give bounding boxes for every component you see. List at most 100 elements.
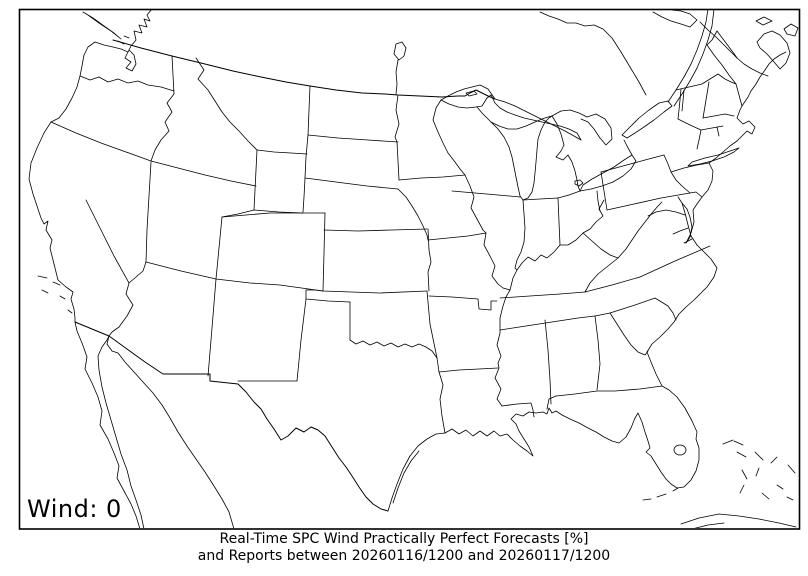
tn-35n-border <box>499 315 596 331</box>
baja-west-coast <box>74 321 141 528</box>
ny-vt-border <box>677 118 702 131</box>
chesapeake-bay-west <box>677 196 698 246</box>
channel-islands <box>37 275 73 314</box>
rappahannock-inlet <box>672 227 689 235</box>
niagara-river <box>623 139 633 156</box>
maine-nb-border <box>716 30 738 59</box>
oh-mi-border <box>557 190 581 199</box>
lake-huron-north-shore <box>551 109 588 118</box>
meridian-104w <box>302 85 311 213</box>
az-nm-border <box>207 278 217 377</box>
maine-quebec-border <box>706 30 737 85</box>
ar-tx-border <box>436 357 440 373</box>
ne-ks-border <box>323 228 428 232</box>
new-england-coast <box>708 51 787 164</box>
nv-az-border <box>128 261 147 284</box>
ok-panhandle <box>305 289 351 303</box>
lake-superior-south-shore <box>440 94 582 141</box>
or-id-border <box>150 93 175 162</box>
ar-la-border <box>438 367 499 373</box>
ia-mo-border <box>427 232 487 241</box>
caption-line-2: and Reports between 20260116/1200 and 20… <box>197 548 611 564</box>
nv-ut-border <box>145 161 152 263</box>
florida-keys <box>642 487 679 501</box>
mo-ar-border <box>428 295 498 311</box>
tx-la-border <box>438 371 446 434</box>
mn-wi-border <box>432 99 466 176</box>
gulf-coastline <box>444 385 700 489</box>
lake-okeechobee <box>673 444 687 456</box>
tn-va-border <box>584 276 641 293</box>
lake-ontario <box>621 100 673 139</box>
cape-breton-island <box>783 23 799 37</box>
vt-nh-border <box>702 81 710 119</box>
co-north-border <box>221 212 326 218</box>
potomac-river <box>647 209 686 217</box>
wa-id-border <box>171 55 175 95</box>
ct-ma-border <box>700 125 724 131</box>
mississippi-river-lower <box>494 289 511 407</box>
st-lawrence-river <box>667 10 715 107</box>
sd-ne-border <box>304 177 399 190</box>
ca-nv-border <box>85 199 130 284</box>
lake-champlain <box>677 88 685 120</box>
texas-coastline <box>387 432 446 512</box>
chesapeake-bay-east <box>681 202 693 244</box>
missouri-river-ne-ia <box>397 188 429 241</box>
ohio-river <box>509 199 605 291</box>
up-wisconsin-border <box>476 106 492 123</box>
wind-report-count-label: Wind: 0 <box>27 495 122 523</box>
in-mi-border <box>522 197 559 201</box>
lake-erie <box>579 154 637 192</box>
ma-north-border <box>702 113 735 119</box>
lake-st-clair <box>574 179 584 187</box>
mt-wy-border <box>256 149 308 155</box>
mason-dixon-line <box>606 192 691 211</box>
delaware-river-border <box>663 154 691 194</box>
ct-ny-border <box>696 129 702 150</box>
gaspe-peninsula <box>652 10 698 28</box>
james-inlet <box>683 238 693 244</box>
long-island <box>687 147 740 167</box>
up-south-shore <box>490 115 553 130</box>
al-ga-border <box>594 315 601 391</box>
ok-ar-border <box>426 290 438 359</box>
atlantic-coastline <box>646 244 718 387</box>
colorado-river-border <box>108 282 134 337</box>
ny-nj-border <box>670 162 710 173</box>
georgian-bay <box>580 113 613 146</box>
lake-michigan-west-shore <box>490 121 524 201</box>
il-in-border <box>514 199 526 271</box>
ky-wv-border <box>582 232 619 259</box>
ottawa-river-quebec-line <box>539 11 647 96</box>
bahamas-islands <box>722 439 796 501</box>
nd-sd-border <box>307 134 399 143</box>
map-border-frame <box>18 8 801 530</box>
isle-royale <box>465 90 478 97</box>
id-mt-border <box>195 57 258 151</box>
nc-ga-border <box>594 312 611 317</box>
caption-line-1: Real-Time SPC Wind Practically Perfect F… <box>219 531 589 547</box>
prince-edward-island <box>755 16 773 26</box>
la-ms-31n <box>501 402 535 418</box>
lake-michigan-east-shore <box>522 115 553 201</box>
mn-west-border <box>394 94 400 181</box>
parallel-42n <box>50 121 257 187</box>
sonora-coast <box>106 335 235 528</box>
al-fl-border <box>546 395 557 410</box>
wv-va-border <box>617 201 663 259</box>
new-brunswick-coast <box>699 21 769 77</box>
ga-sc-savannah <box>609 312 649 356</box>
mississippi-river-upper <box>464 174 511 291</box>
lake-of-the-woods <box>393 41 407 95</box>
pa-west-border <box>600 171 608 211</box>
texas-barrier-islands <box>392 450 420 504</box>
figure-caption: Real-Time SPC Wind Practically Perfect F… <box>0 531 808 565</box>
wy-south-border <box>253 209 304 214</box>
nh-maine-border <box>735 83 743 107</box>
baja-east-coast <box>97 335 145 528</box>
mo-west-border <box>427 228 432 292</box>
pacific-coastline <box>28 41 96 323</box>
